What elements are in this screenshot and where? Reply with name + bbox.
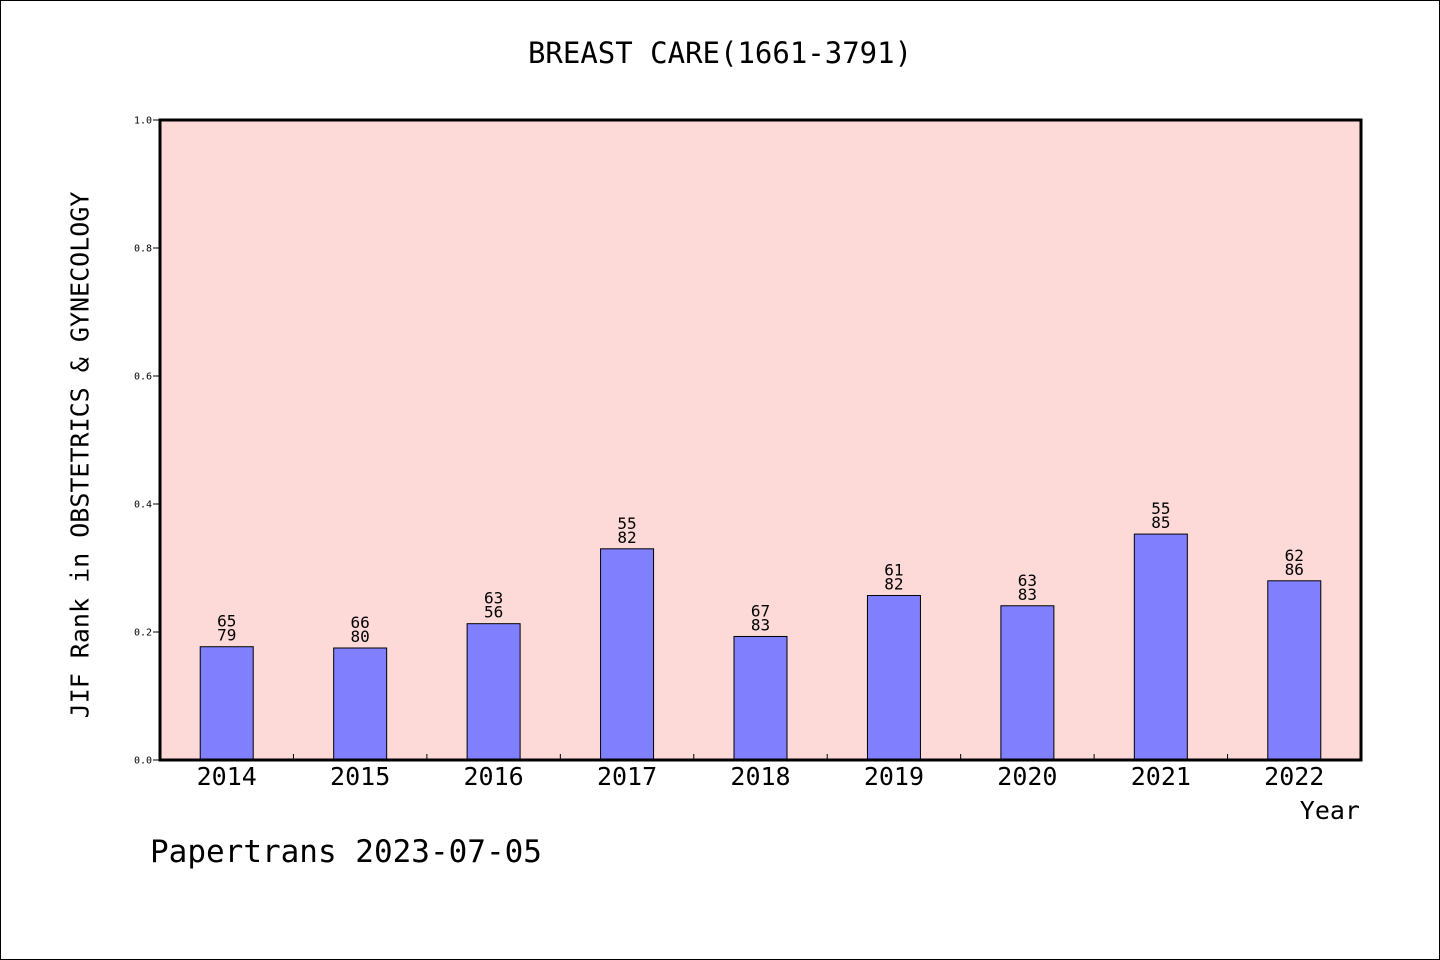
bar (199, 646, 254, 761)
data-label-bottom: 79 (217, 626, 236, 645)
data-label-bottom: 86 (1285, 560, 1304, 579)
y-tick-label: 0.0 (134, 756, 152, 767)
data-label-top: 66 (351, 613, 370, 632)
chart-title: BREAST CARE(1661-3791) (527, 36, 913, 70)
x-tick-label: 2018 (730, 762, 790, 791)
bar (1267, 580, 1322, 761)
bars-group (199, 533, 1322, 761)
data-label-top: 67 (751, 601, 770, 620)
data-label-bottom: 82 (884, 575, 903, 594)
x-tick-label: 2022 (1264, 762, 1324, 791)
x-tick-label: 2015 (330, 762, 390, 791)
y-tick-label: 0.6 (134, 372, 152, 383)
x-axis-label: Year (1299, 796, 1360, 825)
data-label-top: 55 (617, 514, 636, 533)
data-label-bottom: 85 (1151, 513, 1170, 532)
data-label-bottom: 56 (484, 603, 503, 622)
data-label-top: 55 (1151, 499, 1170, 518)
data-label-top: 63 (1018, 571, 1037, 590)
bar (466, 623, 521, 761)
bar (866, 595, 921, 761)
data-label-bottom: 83 (1018, 585, 1037, 604)
y-tick-label: 0.2 (134, 628, 152, 639)
data-label-bottom: 83 (751, 615, 770, 634)
y-tick-label: 0.4 (134, 500, 152, 511)
x-tick-label: 2020 (997, 762, 1057, 791)
plot-border (158, 118, 1363, 762)
data-label-top: 62 (1285, 546, 1304, 565)
x-tick-label: 2016 (464, 762, 524, 791)
y-tick-label: 0.8 (134, 244, 152, 255)
x-tick-label: 2017 (597, 762, 657, 791)
data-label-top: 63 (484, 589, 503, 608)
bar (600, 548, 655, 761)
data-label-bottom: 80 (351, 627, 370, 646)
watermark-text: Papertrans 2023-07-05 (150, 834, 542, 870)
data-label-bottom: 82 (617, 528, 636, 547)
bar (1133, 533, 1188, 761)
x-tick-label: 2014 (197, 762, 257, 791)
data-label-top: 61 (884, 561, 903, 580)
data-label-top: 65 (217, 612, 236, 631)
bar (333, 647, 388, 761)
x-tick-label: 2021 (1131, 762, 1191, 791)
bar (733, 635, 788, 761)
y-axis-label: JIF Rank in OBSTETRICS & GYNECOLOGY (65, 191, 95, 719)
bar (1000, 605, 1055, 761)
x-tick-label: 2019 (864, 762, 924, 791)
y-tick-label: 1.0 (134, 116, 152, 127)
